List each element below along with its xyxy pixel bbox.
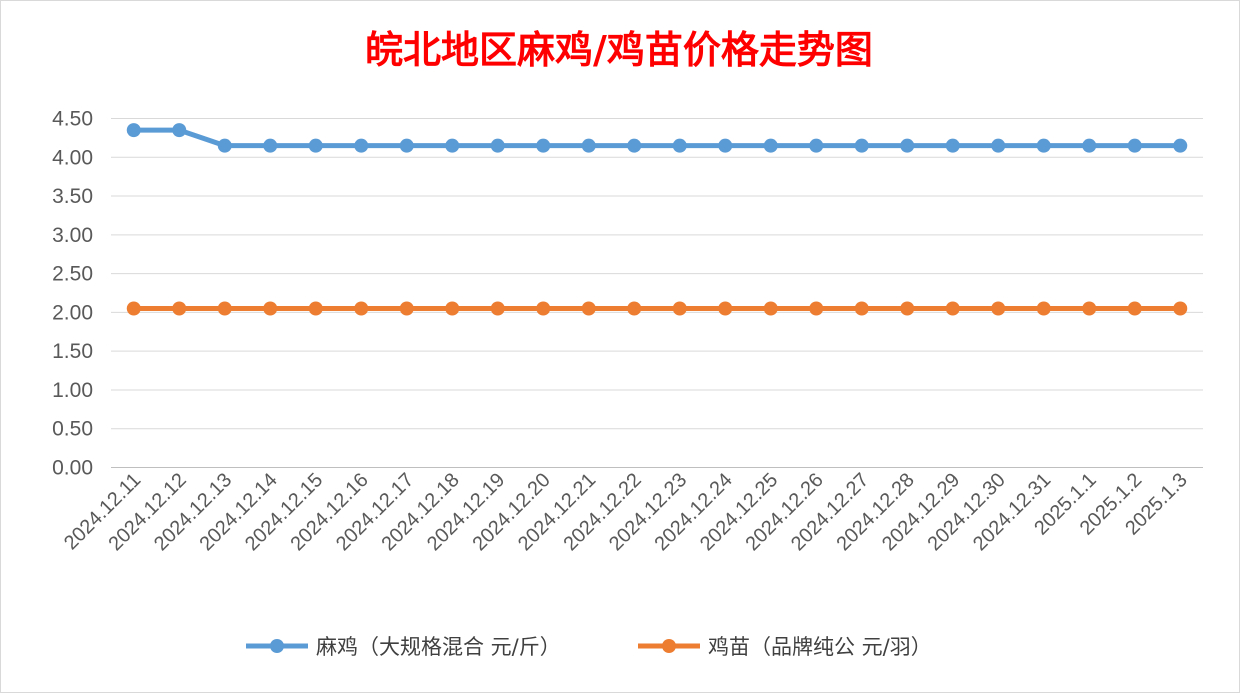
data-point: [354, 138, 369, 153]
data-point: [718, 301, 733, 316]
y-tick-label: 3.00: [52, 224, 93, 247]
data-point: [172, 301, 187, 316]
data-point: [308, 301, 323, 316]
data-point: [399, 138, 414, 153]
y-axis-ticks: 0.00 0.50 1.00 1.50 2.00 2.50 3.00 3.50 4.00 4.50: [52, 108, 93, 480]
data-point: [627, 138, 642, 153]
data-point: [399, 301, 414, 316]
data-point: [126, 301, 141, 316]
y-tick-label: 2.50: [52, 263, 93, 286]
data-point: [854, 301, 869, 316]
data-point: [1036, 301, 1051, 316]
data-point: [490, 138, 505, 153]
data-point: [1036, 138, 1051, 153]
legend-label: 麻鸡（大规格混合 元/斤）: [316, 635, 561, 659]
data-point: [627, 301, 642, 316]
y-tick-label: 1.50: [52, 340, 93, 363]
legend-item: 麻鸡（大规格混合 元/斤）: [246, 635, 561, 659]
series-1: [126, 123, 1188, 153]
data-point: [445, 138, 460, 153]
data-point: [945, 138, 960, 153]
data-point: [1173, 301, 1188, 316]
data-point: [126, 123, 141, 138]
gridlines: [111, 118, 1203, 468]
legend-marker: [270, 639, 284, 653]
legend: 麻鸡（大规格混合 元/斤） 鸡苗（品牌纯公 元/羽）: [246, 635, 932, 659]
series-layer: [126, 123, 1188, 316]
data-point: [763, 138, 778, 153]
series-line: [133, 127, 1181, 149]
series-2: [126, 301, 1188, 316]
data-point: [763, 301, 778, 316]
data-point: [1127, 301, 1142, 316]
data-point: [854, 138, 869, 153]
data-point: [217, 301, 232, 316]
y-tick-label: 3.50: [52, 185, 93, 208]
data-point: [1173, 138, 1188, 153]
data-point: [581, 301, 596, 316]
legend-item: 鸡苗（品牌纯公 元/羽）: [638, 635, 932, 659]
y-tick-label: 0.00: [52, 457, 93, 480]
chart-title: 皖北地区麻鸡/鸡苗价格走势图: [365, 27, 873, 72]
data-point: [1082, 301, 1097, 316]
data-point: [1127, 138, 1142, 153]
data-point: [308, 138, 323, 153]
x-axis-ticks: 2024.12.112024.12.122024.12.132024.12.14…: [60, 469, 1192, 555]
data-point: [536, 138, 551, 153]
legend-label: 鸡苗（品牌纯公 元/羽）: [708, 635, 932, 659]
data-point: [263, 138, 278, 153]
legend-marker: [662, 639, 676, 653]
data-point: [672, 301, 687, 316]
data-point: [809, 138, 824, 153]
data-point: [217, 138, 232, 153]
data-point: [900, 138, 915, 153]
y-tick-label: 0.50: [52, 418, 93, 441]
y-tick-label: 1.00: [52, 379, 93, 402]
y-tick-label: 4.50: [52, 108, 93, 131]
data-point: [945, 301, 960, 316]
data-point: [172, 123, 187, 138]
data-point: [672, 138, 687, 153]
data-point: [1082, 138, 1097, 153]
data-point: [536, 301, 551, 316]
data-point: [354, 301, 369, 316]
data-point: [581, 138, 596, 153]
data-point: [900, 301, 915, 316]
data-point: [445, 301, 460, 316]
data-point: [490, 301, 505, 316]
data-point: [991, 138, 1006, 153]
data-point: [991, 301, 1006, 316]
data-point: [718, 138, 733, 153]
y-tick-label: 2.00: [52, 301, 93, 324]
data-point: [263, 301, 278, 316]
y-tick-label: 4.00: [52, 146, 93, 169]
data-point: [809, 301, 824, 316]
